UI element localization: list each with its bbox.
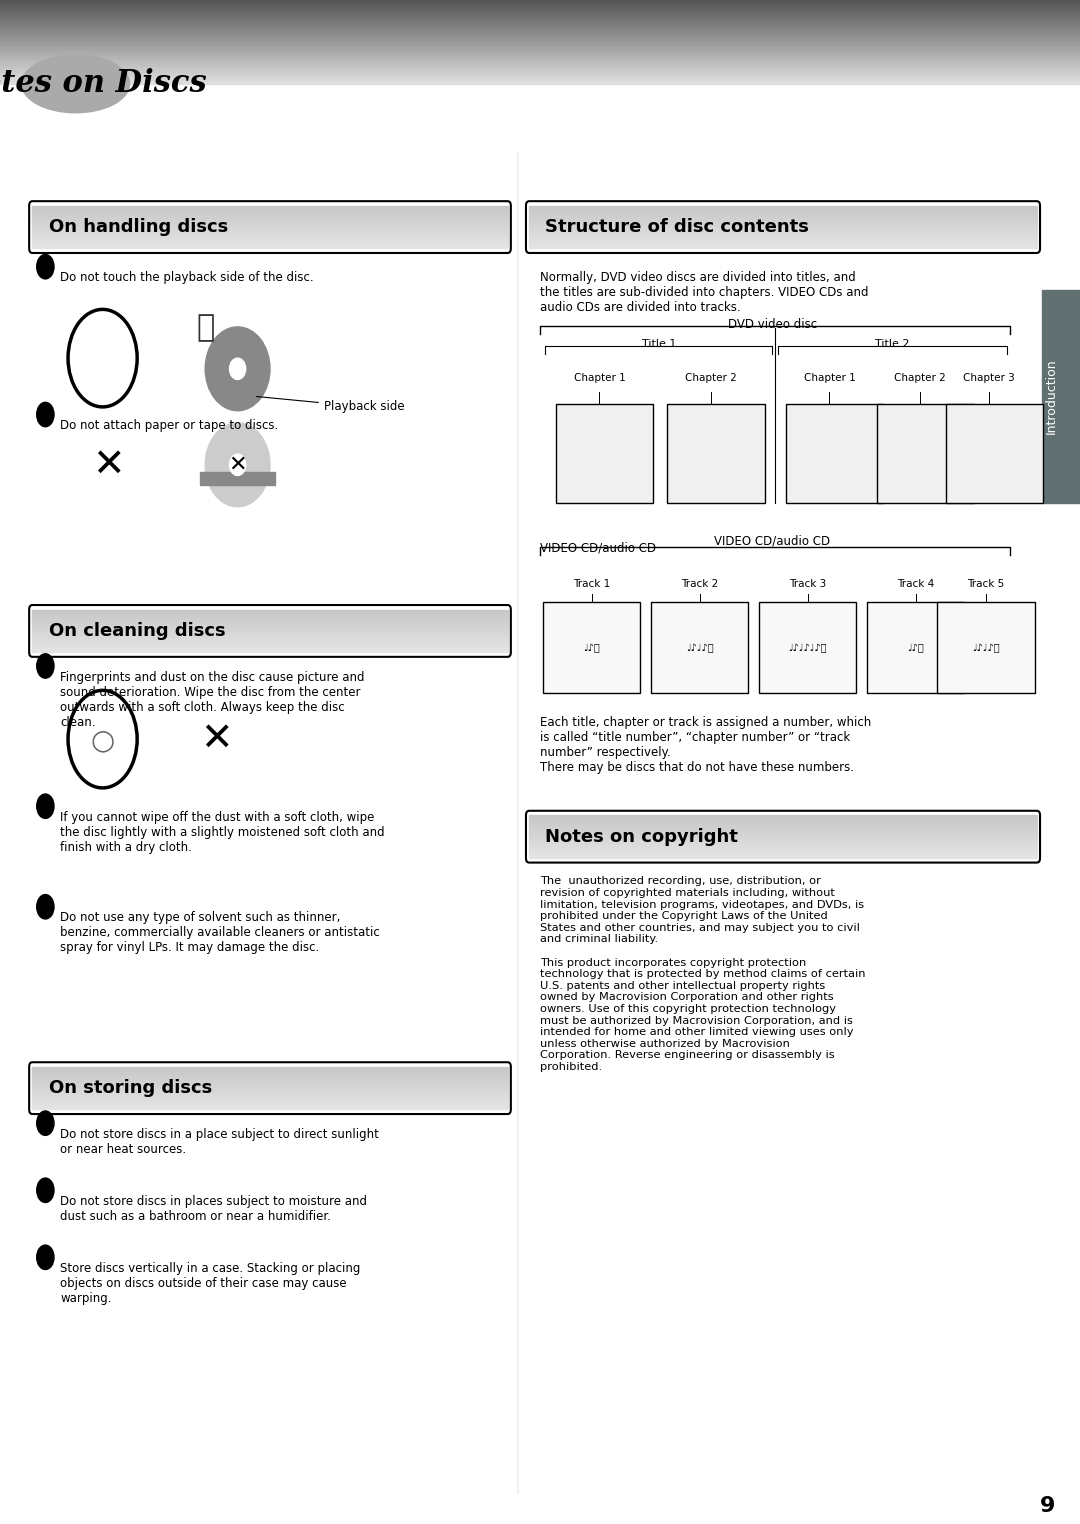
Text: Notes on Discs: Notes on Discs — [0, 69, 207, 99]
Text: If you cannot wipe off the dust with a soft cloth, wipe
the disc lightly with a : If you cannot wipe off the dust with a s… — [60, 811, 386, 853]
Ellipse shape — [29, 59, 122, 108]
Text: Notes on copyright: Notes on copyright — [545, 828, 739, 846]
Text: ♩♪♩♪♩♪～: ♩♪♩♪♩♪～ — [788, 643, 827, 652]
Ellipse shape — [24, 56, 127, 111]
Ellipse shape — [25, 56, 126, 111]
Text: ♩♪♩♪～: ♩♪♩♪～ — [686, 643, 714, 652]
Text: Normally, DVD video discs are divided into titles, and
the titles are sub-divide: Normally, DVD video discs are divided in… — [540, 271, 868, 314]
Text: Do not store discs in places subject to moisture and
dust such as a bathroom or : Do not store discs in places subject to … — [60, 1195, 367, 1222]
Text: Track 3: Track 3 — [789, 579, 826, 590]
Circle shape — [37, 255, 54, 279]
Text: Playback side: Playback side — [257, 396, 405, 413]
Bar — [1042, 290, 1080, 503]
FancyBboxPatch shape — [667, 404, 765, 503]
Ellipse shape — [36, 62, 116, 105]
FancyBboxPatch shape — [651, 602, 748, 693]
Ellipse shape — [28, 58, 123, 110]
Ellipse shape — [32, 61, 119, 107]
Text: Track 4: Track 4 — [897, 579, 934, 590]
Ellipse shape — [24, 56, 127, 111]
Text: ✕: ✕ — [228, 454, 247, 475]
Text: Chapter 2: Chapter 2 — [894, 373, 946, 384]
FancyBboxPatch shape — [877, 404, 974, 503]
Text: VIDEO CD/audio CD: VIDEO CD/audio CD — [714, 533, 831, 547]
Text: Title 1: Title 1 — [642, 338, 676, 349]
Text: Store discs vertically in a case. Stacking or placing
objects on discs outside o: Store discs vertically in a case. Stacki… — [60, 1262, 361, 1305]
Text: ♩♪～: ♩♪～ — [907, 643, 924, 652]
Ellipse shape — [229, 454, 246, 475]
Ellipse shape — [32, 61, 119, 107]
Text: Fingerprints and dust on the disc cause picture and
sound deterioration. Wipe th: Fingerprints and dust on the disc cause … — [60, 671, 365, 728]
FancyBboxPatch shape — [946, 404, 1043, 503]
Text: Do not attach paper or tape to discs.: Do not attach paper or tape to discs. — [60, 419, 279, 433]
Text: ✕: ✕ — [200, 721, 232, 757]
Circle shape — [37, 402, 54, 427]
FancyBboxPatch shape — [543, 602, 640, 693]
FancyBboxPatch shape — [556, 404, 653, 503]
Ellipse shape — [35, 61, 117, 107]
Ellipse shape — [27, 58, 124, 110]
FancyBboxPatch shape — [759, 602, 856, 693]
Text: Track 5: Track 5 — [968, 579, 1004, 590]
Circle shape — [37, 654, 54, 678]
Text: Chapter 1: Chapter 1 — [573, 373, 625, 384]
Text: Each title, chapter or track is assigned a number, which
is called “title number: Each title, chapter or track is assigned… — [540, 716, 872, 774]
Circle shape — [37, 1111, 54, 1135]
Text: VIDEO CD/audio CD: VIDEO CD/audio CD — [540, 541, 657, 555]
Ellipse shape — [229, 358, 246, 379]
Ellipse shape — [36, 62, 116, 105]
Circle shape — [37, 895, 54, 919]
Text: ✕: ✕ — [92, 447, 124, 483]
Text: Do not touch the playback side of the disc.: Do not touch the playback side of the di… — [60, 271, 314, 285]
Text: Chapter 2: Chapter 2 — [685, 373, 737, 384]
FancyBboxPatch shape — [867, 602, 964, 693]
Text: On handling discs: On handling discs — [49, 218, 228, 236]
Ellipse shape — [30, 59, 121, 108]
Text: Track 2: Track 2 — [681, 579, 718, 590]
Ellipse shape — [26, 56, 125, 111]
Text: ♩♪♩♪～: ♩♪♩♪～ — [972, 643, 1000, 652]
FancyBboxPatch shape — [937, 602, 1035, 693]
Ellipse shape — [37, 62, 114, 105]
Ellipse shape — [205, 326, 270, 411]
Text: On cleaning discs: On cleaning discs — [49, 622, 226, 640]
Text: ○: ○ — [91, 727, 114, 754]
Text: Introduction: Introduction — [1044, 358, 1057, 434]
Ellipse shape — [33, 61, 118, 107]
Text: Structure of disc contents: Structure of disc contents — [545, 218, 809, 236]
Ellipse shape — [29, 59, 122, 108]
Ellipse shape — [205, 422, 270, 507]
Bar — [200, 472, 275, 485]
Circle shape — [37, 1245, 54, 1269]
Circle shape — [37, 1178, 54, 1202]
Text: On storing discs: On storing discs — [49, 1079, 212, 1097]
Text: 9: 9 — [1040, 1495, 1055, 1516]
Text: Chapter 1: Chapter 1 — [804, 373, 855, 384]
Ellipse shape — [22, 55, 130, 113]
Text: The  unauthorized recording, use, distribution, or
revision of copyrighted mater: The unauthorized recording, use, distrib… — [540, 876, 865, 1071]
Text: Do not use any type of solvent such as thinner,
benzine, commercially available : Do not use any type of solvent such as t… — [60, 911, 380, 954]
Text: Track 1: Track 1 — [573, 579, 610, 590]
Text: DVD video disc: DVD video disc — [728, 317, 816, 331]
Ellipse shape — [31, 59, 120, 108]
Text: Do not store discs in a place subject to direct sunlight
or near heat sources.: Do not store discs in a place subject to… — [60, 1128, 379, 1155]
Text: ♩♪～: ♩♪～ — [583, 643, 600, 652]
Circle shape — [37, 794, 54, 818]
Text: Chapter 3: Chapter 3 — [963, 373, 1015, 384]
FancyBboxPatch shape — [786, 404, 883, 503]
Text: Title 2: Title 2 — [875, 338, 909, 349]
Ellipse shape — [27, 58, 124, 110]
Text: 🖐: 🖐 — [197, 312, 214, 343]
